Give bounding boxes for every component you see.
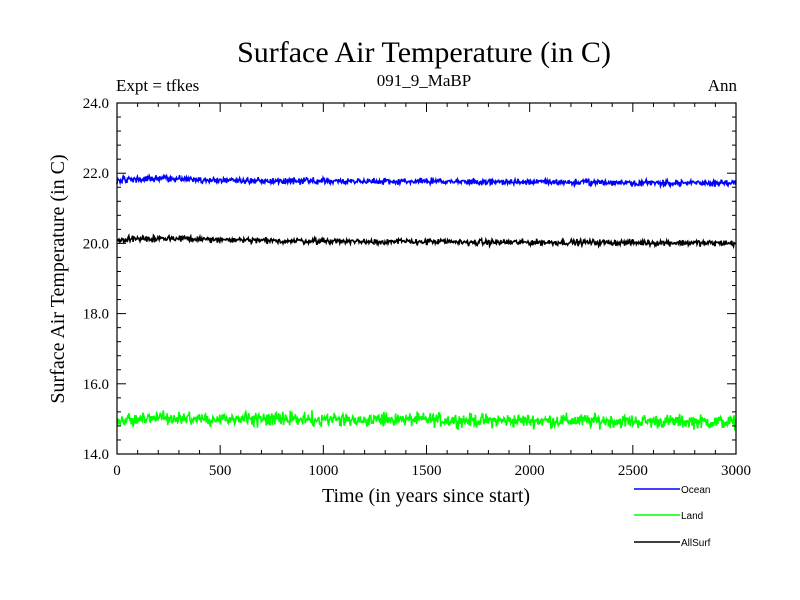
x-axis-label: Time (in years since start) <box>322 485 530 507</box>
series-line-ocean <box>116 173 737 190</box>
y-tick-label: 14.0 <box>83 447 109 463</box>
y-tick-label: 24.0 <box>83 96 109 112</box>
series-layer <box>116 173 737 431</box>
x-tick-label: 1000 <box>308 463 338 479</box>
chart-subtitle: 091_9_MaBP <box>377 71 471 90</box>
plot-frame <box>116 102 737 455</box>
legend-label-allsurf: AllSurf <box>681 538 711 549</box>
x-tick-label: 2000 <box>515 463 545 479</box>
legend-label-ocean: Ocean <box>681 485 710 496</box>
season-label: Ann <box>708 76 738 95</box>
y-tick-label: 16.0 <box>83 377 109 393</box>
axes-layer: 0 500 1000 1500 2000 2500 3000 14.0 16.0 18.0 20.0… <box>83 96 751 479</box>
y-axis-label: Surface Air Temperature (in C) <box>47 154 69 403</box>
experiment-label: Expt = tfkes <box>116 76 199 95</box>
y-tick-label: 20.0 <box>83 236 109 252</box>
chart-title: Surface Air Temperature (in C) <box>237 36 611 69</box>
x-tick-label: 3000 <box>721 463 751 479</box>
legend: Ocean Land AllSurf <box>634 485 711 549</box>
legend-label-land: Land <box>681 511 703 522</box>
y-tick-label: 18.0 <box>83 307 109 323</box>
y-tick-label: 22.0 <box>83 166 109 182</box>
x-tick-label: 2500 <box>618 463 648 479</box>
x-tick-label: 0 <box>113 463 121 479</box>
series-line-land <box>116 408 737 431</box>
x-tick-label: 1500 <box>412 463 442 479</box>
x-tick-label: 500 <box>209 463 232 479</box>
series-line-allsurf <box>116 233 737 250</box>
